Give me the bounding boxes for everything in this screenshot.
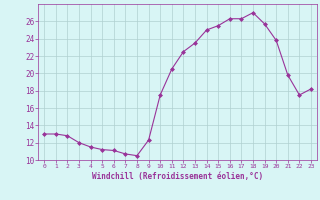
- X-axis label: Windchill (Refroidissement éolien,°C): Windchill (Refroidissement éolien,°C): [92, 172, 263, 181]
